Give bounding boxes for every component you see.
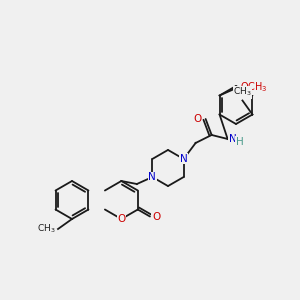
Text: N: N — [180, 154, 188, 164]
Text: O: O — [117, 214, 125, 224]
Text: CH$_3$: CH$_3$ — [233, 86, 252, 98]
Text: OCH$_3$: OCH$_3$ — [239, 81, 267, 94]
Text: N: N — [148, 172, 156, 182]
Text: CH$_3$: CH$_3$ — [38, 223, 56, 235]
Text: O: O — [152, 212, 160, 221]
Text: O: O — [194, 114, 202, 124]
Text: H: H — [236, 137, 243, 147]
Text: N: N — [229, 134, 236, 144]
